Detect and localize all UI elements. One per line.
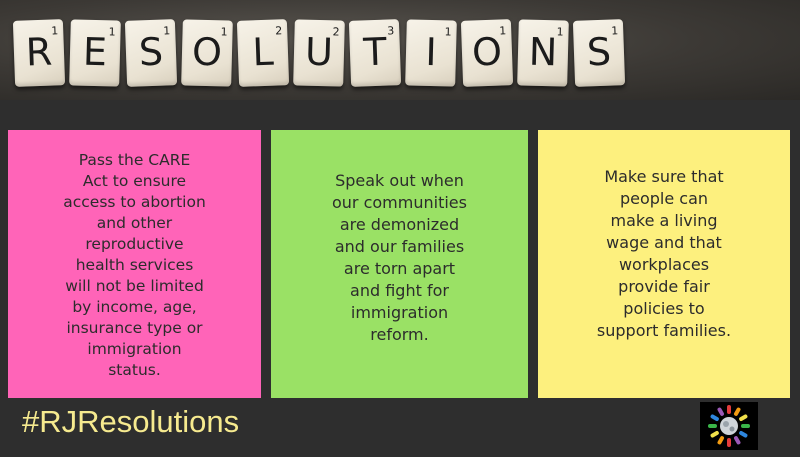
tile-points: 1 xyxy=(163,24,171,38)
tile-points: 1 xyxy=(220,25,228,39)
tile-points: 1 xyxy=(611,24,619,38)
tile-points: 3 xyxy=(387,24,395,38)
tile-points: 2 xyxy=(332,25,340,39)
sticky-note-care-act: Pass the CARE Act to ensure access to ab… xyxy=(8,130,261,398)
sunburst-logo-svg xyxy=(708,405,750,447)
tile-points: 1 xyxy=(444,25,452,39)
hashtag-label: #RJResolutions xyxy=(22,404,240,439)
note-text: Pass the CARE Act to ensure access to ab… xyxy=(63,151,206,379)
sunburst-logo-icon xyxy=(700,402,758,450)
note-text: Make sure that people can make a living … xyxy=(596,167,732,340)
tile-points: 1 xyxy=(499,24,507,38)
tile-points: 1 xyxy=(108,25,116,39)
sticky-note-living-wage: Make sure that people can make a living … xyxy=(538,130,790,398)
tile-points: 2 xyxy=(275,24,283,38)
sticky-note-immigration: Speak out when our communities are demon… xyxy=(271,130,528,398)
tile-points: 1 xyxy=(556,25,564,39)
note-text: Speak out when our communities are demon… xyxy=(332,171,467,344)
tile-points: 1 xyxy=(51,24,59,38)
